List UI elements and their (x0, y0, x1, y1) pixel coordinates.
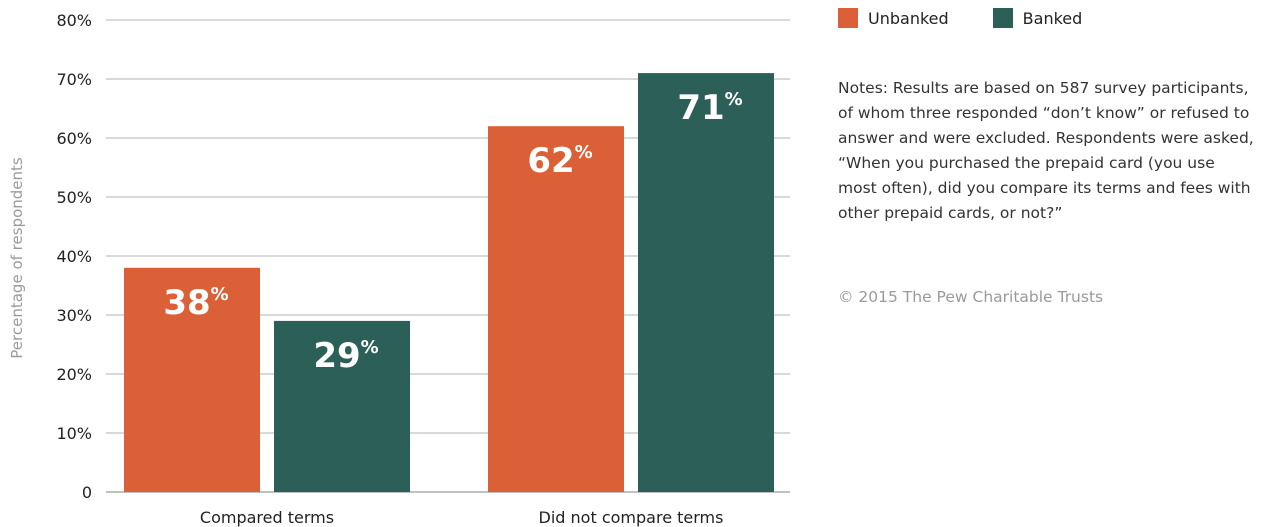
value-percent-sign: % (361, 337, 379, 358)
value-number: 62 (527, 141, 574, 181)
value-label: 29% (313, 336, 378, 376)
y-tick-label: 20% (56, 365, 92, 384)
bar-chart: Percentage of respondents 0 10% 20% 30% 40% 5… (8, 11, 790, 527)
legend-item-unbanked: Unbanked (838, 8, 949, 28)
category-labels: Compared terms Did not compare terms (200, 508, 724, 527)
y-tick-label: 30% (56, 306, 92, 325)
legend-swatch-banked (992, 8, 1013, 28)
value-number: 38 (163, 283, 210, 323)
legend-label-unbanked: Unbanked (868, 8, 949, 28)
bar-banked-1 (638, 73, 774, 492)
y-tick-label: 50% (56, 188, 92, 207)
y-tick-label: 60% (56, 129, 92, 148)
legend-item-banked: Banked (992, 8, 1083, 28)
copyright-notice: © 2015 The Pew Charitable Trusts (838, 288, 1104, 306)
y-tick-labels: 0 10% 20% 30% 40% 50% 60% 70% 80% (56, 11, 92, 502)
value-labels: 38%29%62%71% (163, 88, 742, 376)
y-tick-label: 70% (56, 70, 92, 89)
legend: Unbanked Banked (838, 8, 1082, 28)
bars (124, 73, 774, 492)
value-label: 71% (677, 88, 742, 128)
bar-unbanked-0 (124, 267, 260, 492)
y-tick-label: 0 (82, 483, 92, 502)
category-label: Did not compare terms (539, 508, 724, 527)
legend-swatch-unbanked (838, 8, 858, 28)
value-number: 71 (677, 88, 724, 128)
value-label: 38% (163, 283, 228, 323)
value-label: 62% (527, 141, 592, 181)
legend-label-banked: Banked (1022, 8, 1083, 28)
value-number: 29 (313, 336, 360, 376)
y-tick-label: 80% (56, 11, 92, 30)
value-percent-sign: % (725, 89, 743, 110)
chart-notes: Notes: Results are based on 587 survey p… (838, 79, 1254, 222)
value-percent-sign: % (575, 142, 593, 163)
bar-banked-0 (274, 320, 410, 492)
y-axis-title: Percentage of respondents (8, 157, 26, 359)
value-percent-sign: % (211, 284, 229, 305)
category-label: Compared terms (200, 508, 334, 527)
bar-unbanked-1 (488, 126, 624, 492)
y-tick-label: 40% (56, 247, 92, 266)
y-tick-label: 10% (56, 424, 92, 443)
